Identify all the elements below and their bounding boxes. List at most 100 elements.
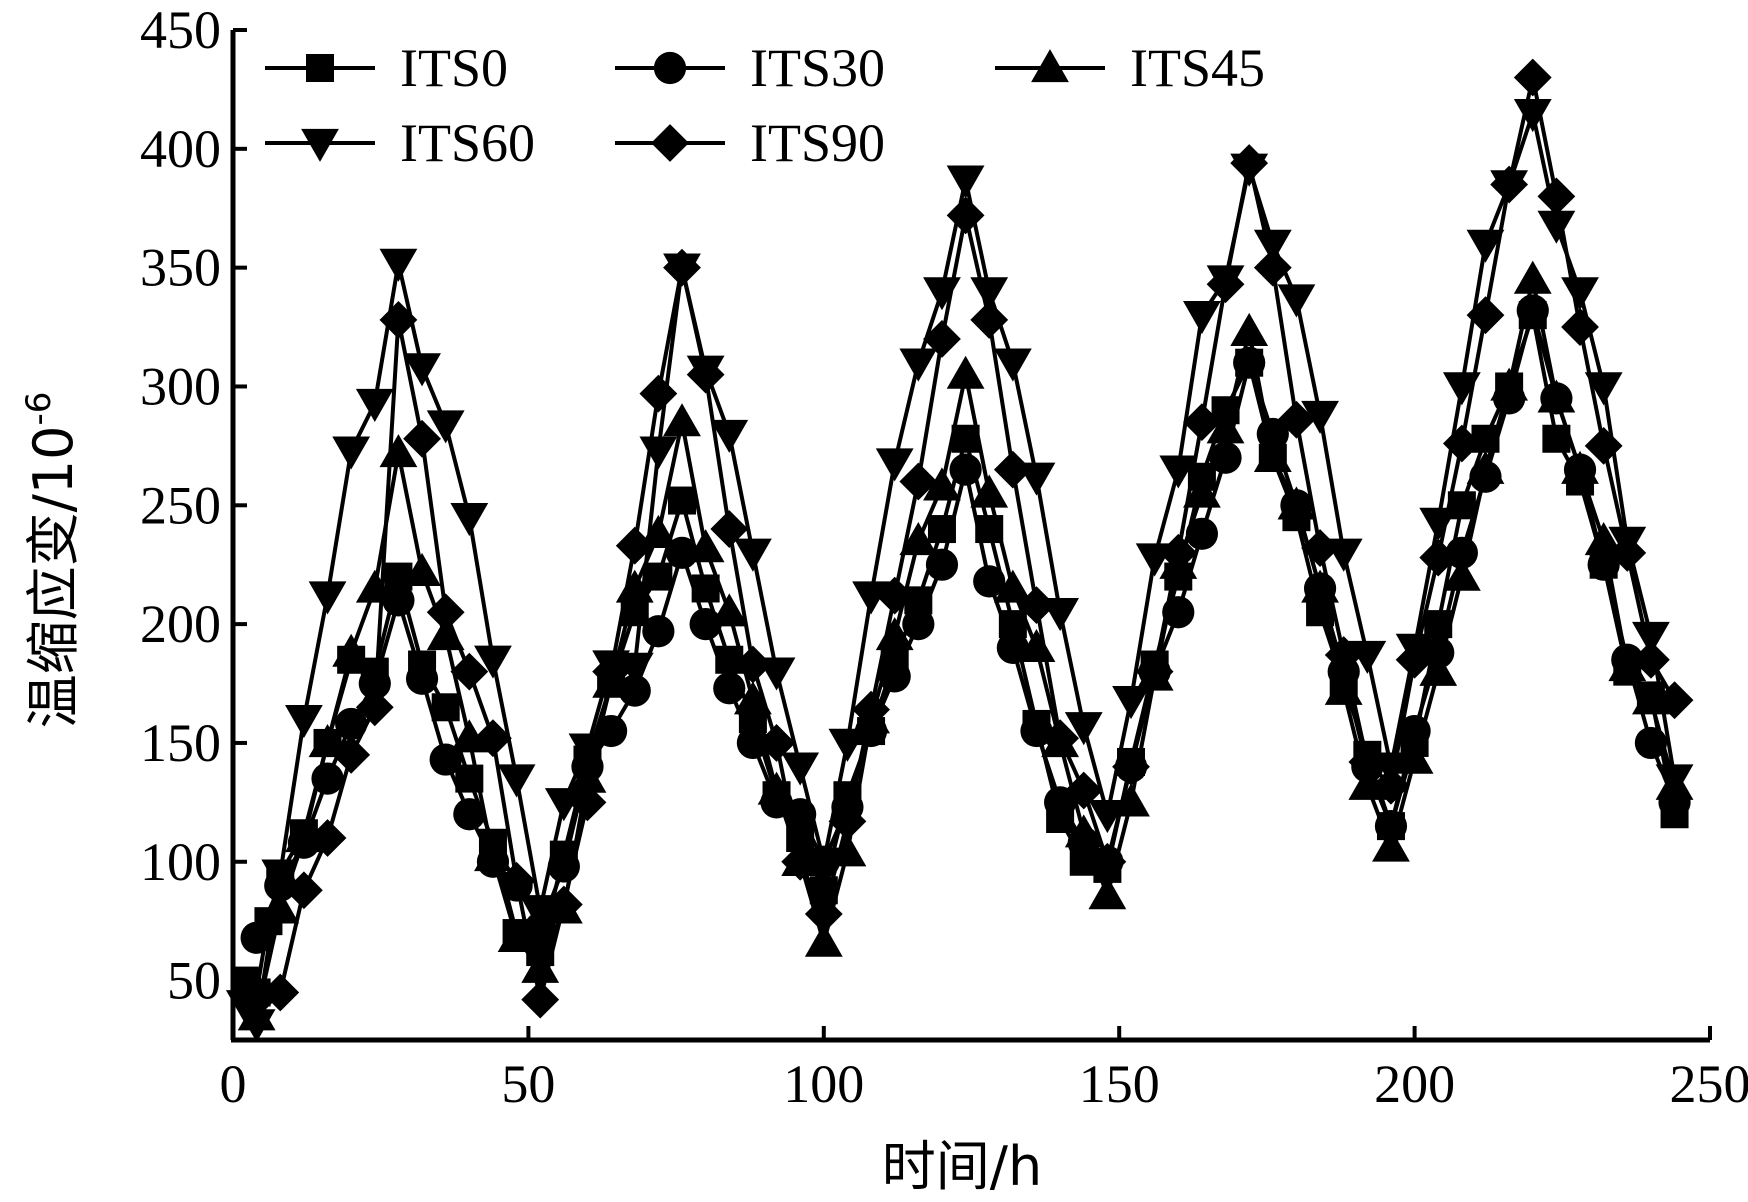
legend-item-its90: ITS90 [615,113,885,173]
data-point-its90 [970,301,1009,339]
x-tick-label: 0 [220,1054,247,1114]
data-point-its90 [308,819,347,857]
y-tick-label: 150 [140,713,221,773]
data-point-its30 [240,921,273,954]
data-point-its45 [284,819,323,853]
data-point-its90 [521,980,560,1019]
x-tick-label: 100 [783,1054,864,1114]
data-point-its90 [474,719,512,758]
data-point-its30 [1044,786,1077,819]
data-point-its45 [1584,522,1623,556]
data-point-its90 [592,652,631,691]
axes [230,30,1710,1043]
data-point-its45 [1277,486,1316,520]
data-point-its90 [1584,426,1623,465]
ticks: 0 50 100 150 200 250 50 100 150 200 250 300 350 400 45… [140,0,1748,1114]
data-point-its45 [1419,652,1458,686]
data-point-its45 [970,474,1009,508]
legend-item-its45: ITS45 [995,38,1265,98]
y-axis-title-main: 温缩应变/10 [22,426,85,729]
data-point-its90 [261,973,300,1012]
data-point-its30 [996,631,1029,664]
data-point-its30 [1185,517,1219,550]
data-point-its60 [474,645,512,679]
data-point-its60 [308,581,347,615]
data-point-its45 [1395,740,1434,774]
data-point-its45 [1064,814,1103,848]
data-point-its0 [668,486,697,515]
data-point-its90 [1372,766,1410,805]
plot-series [225,58,1694,1043]
data-point-its90 [1183,403,1221,442]
data-point-its30 [949,453,982,486]
data-point-its60 [734,538,772,572]
data-point-its60 [1253,229,1292,263]
data-point-its90 [1135,652,1174,691]
data-point-its60 [923,277,961,311]
legend: ITS0 ITS30 ITS45 ITS60 ITS90 [265,38,1265,173]
x-axis-title: 时间/h [882,1135,1042,1198]
data-point-its45 [1442,557,1481,591]
data-point-its60 [899,348,938,382]
data-point-its60 [804,847,843,881]
data-point-its30 [453,798,486,831]
legend-marker-its90 [651,124,689,162]
data-point-its45 [403,552,441,587]
y-tick-label: 50 [167,951,221,1011]
data-point-its45 [1253,438,1292,472]
data-point-its90 [1206,265,1245,304]
data-point-its90 [875,576,914,615]
data-point-its60 [1301,400,1339,434]
y-tick-label: 100 [140,832,221,892]
legend-label-its45: ITS45 [1130,38,1265,98]
data-point-its90 [663,248,701,287]
data-point-its90 [1466,296,1505,335]
y-tick-label: 400 [140,119,221,179]
data-point-its30 [335,707,368,741]
x-tick-label: 200 [1374,1054,1455,1114]
data-point-its90 [1655,681,1694,720]
data-point-its60 [615,652,654,686]
data-point-its90 [993,450,1032,489]
data-point-its90 [1442,424,1481,463]
data-point-its45 [261,890,300,924]
data-point-its90 [899,462,938,501]
data-point-its90 [639,374,678,413]
y-tick-label: 450 [140,0,221,60]
data-point-its90 [379,301,418,339]
y-axis-title: 温缩应变/10-6 [19,392,85,729]
data-point-its90 [781,842,820,881]
data-point-its60 [261,859,300,893]
data-point-its60 [828,728,867,762]
data-point-its90 [1513,58,1552,97]
data-point-its45 [686,529,725,563]
data-point-its90 [1395,640,1434,679]
data-point-its60 [450,503,489,537]
data-point-its45 [710,593,749,627]
data-point-its90 [757,724,796,762]
legend-item-its0: ITS0 [265,38,508,98]
y-tick-label: 250 [140,475,221,535]
data-point-its45 [450,719,489,753]
data-point-its60 [1348,640,1387,674]
data-point-its45 [923,467,961,501]
data-point-its30 [642,615,675,648]
y-tick-label: 200 [140,594,221,654]
data-point-its45 [663,403,701,437]
data-point-its90 [1490,165,1529,204]
y-axis-title-exponent: -6 [19,392,59,426]
data-point-its60 [1419,507,1458,541]
data-point-its60 [1513,99,1552,133]
data-point-its60 [1584,372,1623,406]
data-point-its60 [852,581,890,615]
data-point-its90 [1537,177,1576,216]
data-point-its90 [828,802,867,841]
data-point-its30 [405,662,439,695]
data-point-its90 [568,783,607,822]
data-point-its45 [1466,450,1505,484]
data-point-its60 [1183,301,1221,335]
data-point-its60 [426,410,465,444]
data-point-its60 [355,388,394,423]
data-point-its30 [1587,548,1620,581]
